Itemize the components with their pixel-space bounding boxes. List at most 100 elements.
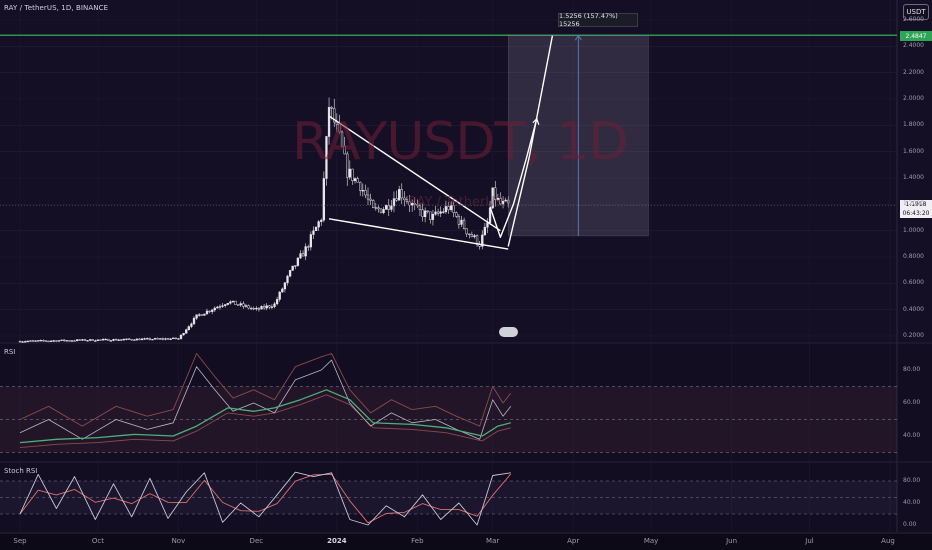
candle: [96, 339, 100, 341]
candle: [499, 197, 502, 205]
candle: [218, 306, 222, 308]
candle: [26, 340, 29, 343]
candle: [408, 201, 411, 206]
wedge-upper-line: [328, 115, 501, 232]
candle: [366, 194, 370, 200]
candle: [133, 339, 136, 341]
candle: [239, 303, 242, 306]
candle: [236, 304, 240, 306]
candle: [288, 270, 292, 277]
candle: [283, 282, 287, 290]
candle: [117, 339, 120, 341]
candle: [37, 340, 40, 342]
candle: [135, 338, 139, 341]
candle: [455, 212, 458, 217]
candle: [29, 340, 32, 342]
rsi-pane-bg: [0, 344, 932, 461]
candle: [486, 222, 489, 228]
candle: [442, 211, 445, 213]
candle: [224, 304, 227, 306]
candle: [398, 189, 401, 201]
candle: [91, 339, 94, 341]
candle: [262, 306, 266, 309]
candle: [426, 210, 429, 213]
time-axis-tick: Jul: [805, 537, 814, 545]
candle: [429, 211, 432, 220]
candle: [18, 341, 22, 343]
currency-button[interactable]: USDT: [903, 4, 929, 20]
candle: [377, 207, 380, 210]
price-axis-tick: 1.8000: [903, 121, 924, 129]
candle: [309, 234, 313, 248]
candle: [465, 228, 468, 235]
candle: [177, 338, 180, 340]
candle: [491, 187, 494, 209]
candle: [268, 305, 271, 308]
candle: [299, 253, 302, 259]
stoch-axis-tick: 80.00: [903, 477, 921, 484]
candle: [327, 107, 331, 137]
candle: [281, 288, 284, 293]
candle: [153, 338, 157, 340]
candle: [322, 178, 326, 221]
rsi-band-fill: [0, 386, 897, 453]
rsi-lower-envelope: [19, 394, 511, 449]
candle: [34, 340, 37, 342]
candle: [470, 234, 474, 238]
rsi-axis-tick: 60.00: [903, 399, 921, 406]
candle: [244, 305, 248, 307]
candle: [351, 168, 354, 181]
time-axis-tick: 2024: [327, 537, 347, 545]
rsi-label: RSI: [4, 348, 16, 356]
time-axis-tick: May: [643, 537, 659, 545]
projection-path: [489, 118, 538, 238]
candle: [179, 334, 183, 339]
candle: [169, 338, 172, 340]
candle: [278, 291, 281, 300]
symbol-watermark-sub: RAY / TetherUS: [408, 195, 504, 210]
candle: [385, 205, 388, 210]
candle: [114, 339, 118, 341]
candle: [213, 307, 216, 311]
candle: [338, 123, 341, 133]
candle: [372, 200, 375, 208]
candle: [205, 310, 209, 315]
price-axis-tick: 2.6000: [903, 16, 924, 23]
candle: [447, 206, 450, 210]
candle: [361, 189, 364, 192]
candle: [346, 153, 349, 178]
candle: [286, 275, 289, 284]
candle: [226, 302, 229, 305]
candle: [211, 309, 214, 312]
candle: [418, 205, 422, 210]
candle: [314, 226, 318, 231]
candle: [234, 300, 237, 305]
time-axis-tick: Feb: [411, 537, 424, 545]
time-axis-tick: Sep: [13, 537, 27, 545]
candle: [164, 338, 167, 340]
candle: [444, 206, 448, 212]
candle: [104, 338, 107, 341]
stoch-band-fill: [0, 481, 897, 514]
candle: [257, 307, 261, 310]
candle: [83, 339, 87, 341]
candle: [21, 341, 24, 343]
tradingview-logo-icon: [499, 327, 518, 337]
candle: [434, 211, 437, 215]
candle: [291, 265, 294, 271]
candle: [161, 338, 164, 340]
candle: [146, 338, 149, 340]
candle: [229, 301, 232, 304]
rsi-axis-tick: 80.00: [903, 366, 921, 373]
candle: [260, 306, 263, 310]
stoch-k-line: [19, 471, 511, 526]
candle: [31, 340, 35, 342]
candle: [301, 253, 305, 257]
candle: [198, 314, 201, 316]
candle: [44, 340, 48, 342]
candle: [75, 339, 79, 342]
time-axis-tick: Nov: [171, 537, 186, 545]
candle: [88, 339, 92, 341]
candle: [70, 340, 74, 342]
candle: [317, 221, 320, 228]
